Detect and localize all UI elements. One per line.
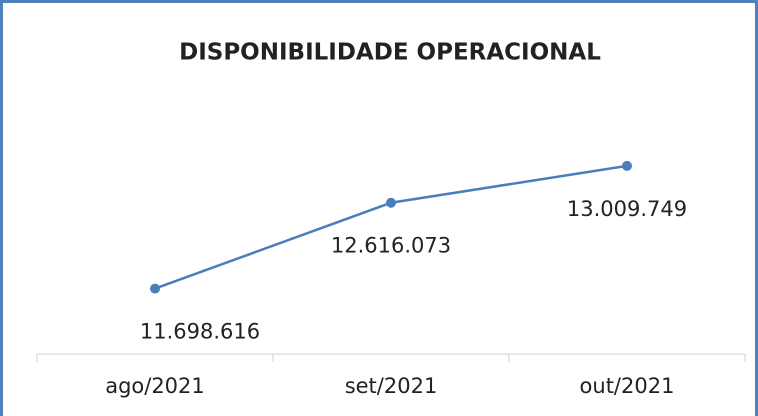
x-tick-label: ago/2021 [105,374,205,398]
data-label: 12.616.073 [331,234,451,258]
line [154,164,628,290]
data-label: 13.009.749 [567,197,687,221]
point [622,160,632,171]
point [150,283,160,294]
x-tick-label: out/2021 [580,374,675,398]
point [386,197,396,208]
chart-title: DISPONIBILIDADE OPERACIONAL [179,40,601,66]
data-label: 11.698.616 [140,320,260,344]
x-tick-label: set/2021 [345,374,438,398]
